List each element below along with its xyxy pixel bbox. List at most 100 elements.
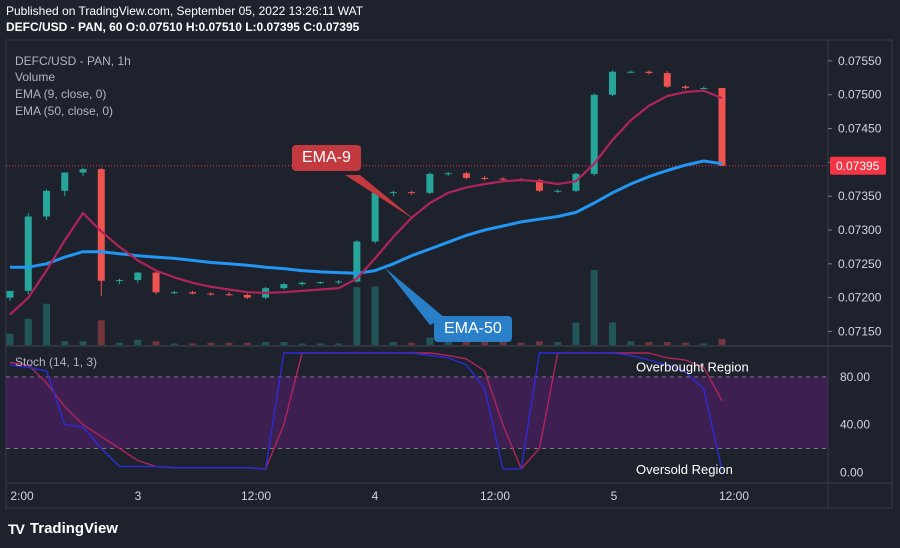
ohlc-line: DEFC/USD - PAN, 60 O:0.07510 H:0.07510 L… — [6, 20, 360, 34]
volume-bar — [590, 270, 598, 345]
volume-bar — [225, 342, 233, 345]
stoch-k-line — [9, 352, 723, 471]
volume-bar — [444, 341, 452, 345]
volume-bar — [663, 342, 671, 345]
last-price-label: 0.07395 — [836, 159, 880, 173]
candle-body — [444, 173, 452, 175]
volume-bar — [554, 342, 562, 345]
candle-body — [243, 294, 251, 298]
candle-body — [170, 292, 178, 294]
candle-body — [371, 192, 379, 242]
candle-body — [590, 94, 598, 174]
candle-body — [408, 192, 416, 194]
last-price-tag — [830, 156, 886, 175]
volume-bar — [97, 320, 105, 345]
candle-body — [663, 73, 671, 87]
volume-bar — [426, 337, 434, 345]
candle-body — [79, 169, 87, 173]
oversold-label: Oversold Region — [636, 462, 733, 477]
candle-body — [335, 281, 343, 283]
candle-body — [462, 173, 470, 178]
volume-bar — [481, 342, 489, 345]
published-line: Published on TradingView.com, September … — [6, 4, 364, 18]
volume-bar — [6, 333, 14, 345]
volume-bar — [371, 286, 379, 345]
time-tick-label: 12:00 — [719, 489, 749, 503]
volume-bar — [243, 342, 251, 345]
ema9-annotation: EMA-9 — [292, 145, 361, 171]
volume-bar — [79, 341, 87, 345]
candle-body — [225, 294, 233, 296]
volume-bar — [700, 343, 708, 345]
price-tick-label: 0.07300 — [838, 223, 882, 237]
candle-body — [681, 86, 689, 88]
volume-bar — [645, 342, 653, 345]
candle-body — [207, 293, 215, 295]
candle-body — [280, 284, 288, 289]
candle-body — [97, 169, 105, 281]
stoch-tick-label: 0.00 — [840, 465, 864, 479]
candle-body — [24, 216, 32, 291]
candle-body — [700, 87, 708, 89]
time-tick-label: 12:00 — [480, 489, 510, 503]
time-tick-label: 2:00 — [10, 489, 34, 503]
volume-bar — [335, 343, 343, 345]
volume-bar — [572, 322, 580, 345]
tradingview-footer: TV TradingView — [8, 520, 118, 537]
legend-ema50: EMA (50, close, 0) — [15, 104, 114, 118]
volume-bar — [280, 342, 288, 345]
candle-body — [61, 172, 69, 191]
candle-body — [481, 177, 489, 179]
price-tick-label: 0.07200 — [838, 291, 882, 305]
volume-bar — [408, 342, 416, 345]
candle-body — [554, 190, 562, 192]
ema50-pointer — [385, 268, 445, 325]
volume-bar — [718, 339, 726, 345]
volume-bar — [24, 318, 32, 345]
ema9-pointer — [345, 175, 415, 220]
tradingview-logo-icon: TV — [8, 520, 25, 537]
candle-body — [718, 87, 726, 166]
volume-bar — [262, 342, 270, 345]
tradingview-brand: TradingView — [29, 520, 118, 537]
volume-bar — [43, 303, 51, 345]
candle-body — [316, 282, 324, 284]
volume-bar — [152, 341, 160, 345]
candle-body — [627, 71, 635, 73]
ema9-line — [9, 89, 723, 316]
legend-stoch: Stoch (14, 1, 3) — [15, 355, 98, 369]
price-tick-label: 0.07550 — [838, 54, 882, 68]
stoch-tick-label: 40.00 — [840, 418, 870, 432]
volume-bar — [389, 342, 397, 345]
volume-bar — [298, 343, 306, 345]
volume-bar — [353, 287, 361, 345]
volume-bar — [499, 342, 507, 345]
candle-body — [134, 272, 142, 281]
candle-body — [6, 290, 14, 298]
overbought-label: Overbought Region — [636, 359, 749, 374]
price-tick-label: 0.07500 — [838, 88, 882, 102]
candle-body — [189, 292, 197, 294]
volume-bar — [207, 342, 215, 345]
volume-bar — [535, 341, 543, 345]
volume-bar — [170, 343, 178, 345]
candle-body — [353, 241, 361, 282]
legend-volume: Volume — [15, 70, 56, 84]
stoch-tick-label: 80.00 — [840, 370, 870, 384]
candle-body — [389, 192, 397, 194]
volume-bar — [316, 343, 324, 345]
volume-bar — [517, 342, 525, 345]
candle-body — [535, 179, 543, 191]
time-tick-label: 5 — [611, 489, 618, 503]
stoch-band — [6, 376, 828, 449]
volume-bar — [61, 341, 69, 345]
legend-ema9: EMA (9, close, 0) — [15, 87, 107, 101]
price-tick-label: 0.07150 — [838, 324, 882, 338]
volume-bar — [134, 339, 142, 345]
candle-body — [499, 178, 507, 180]
candle-body — [152, 272, 160, 293]
candle-body — [426, 173, 434, 193]
time-tick-label: 4 — [372, 489, 379, 503]
volume-bar — [608, 322, 616, 345]
